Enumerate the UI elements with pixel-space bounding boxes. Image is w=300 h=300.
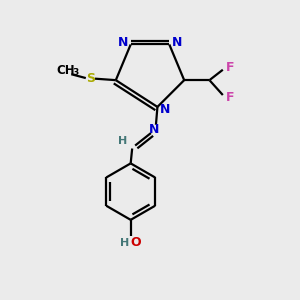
Text: F: F — [226, 91, 235, 104]
Text: H: H — [120, 238, 129, 248]
Text: N: N — [160, 103, 170, 116]
Text: N: N — [172, 36, 182, 49]
Text: N: N — [118, 36, 128, 49]
Text: 3: 3 — [72, 68, 79, 77]
Text: CH: CH — [57, 64, 75, 77]
Text: F: F — [226, 61, 235, 74]
Text: S: S — [86, 72, 95, 85]
Text: O: O — [131, 236, 141, 249]
Text: H: H — [118, 136, 127, 146]
Text: N: N — [149, 123, 160, 136]
